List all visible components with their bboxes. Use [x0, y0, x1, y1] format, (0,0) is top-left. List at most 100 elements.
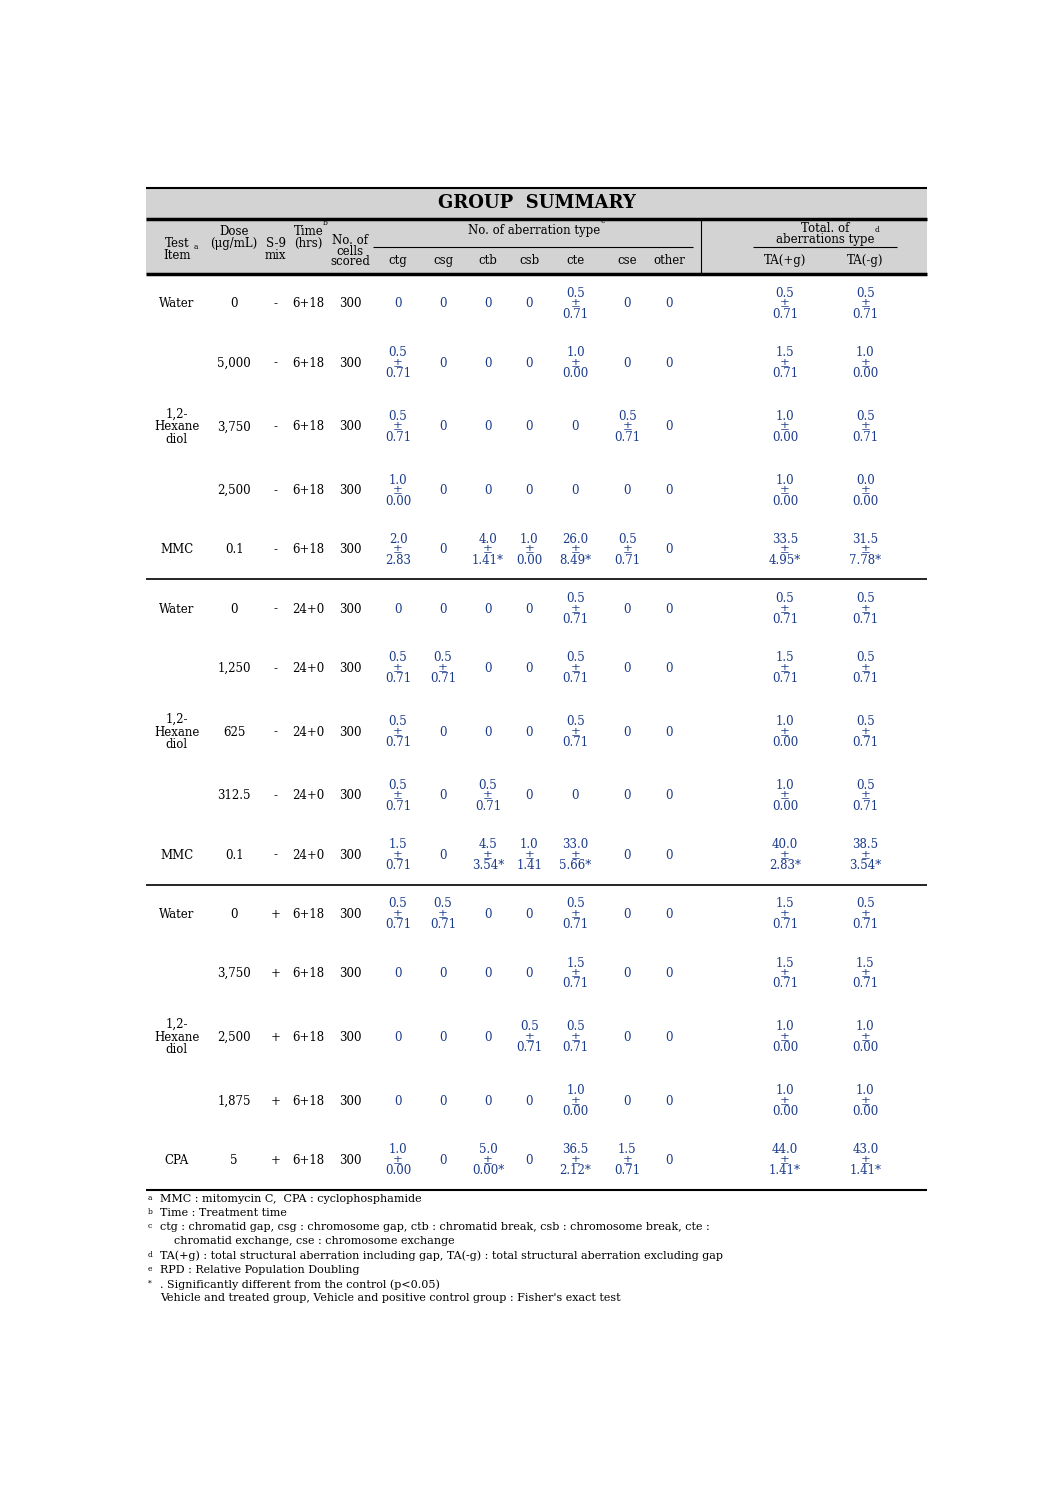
- Text: Hexane: Hexane: [154, 726, 200, 738]
- Text: 3.54*: 3.54*: [471, 858, 504, 872]
- Text: 0: 0: [394, 1094, 401, 1108]
- Text: ±: ±: [781, 1154, 790, 1166]
- Text: 0.5: 0.5: [389, 779, 408, 792]
- Text: +: +: [271, 1094, 280, 1108]
- Text: 4.0: 4.0: [479, 534, 497, 546]
- Text: 0.71: 0.71: [385, 800, 411, 813]
- Text: ±: ±: [781, 908, 790, 921]
- Text: 0: 0: [484, 908, 491, 921]
- Text: 0: 0: [572, 789, 579, 803]
- Text: ±: ±: [571, 726, 580, 738]
- Text: ±: ±: [393, 661, 403, 675]
- Text: ±: ±: [860, 1094, 870, 1108]
- Text: 0: 0: [624, 356, 631, 370]
- Text: ±: ±: [781, 1094, 790, 1108]
- Text: -: -: [274, 544, 278, 556]
- Text: ±: ±: [781, 789, 790, 803]
- Text: 1.5: 1.5: [856, 956, 875, 969]
- Text: ±: ±: [860, 908, 870, 921]
- Text: 0: 0: [526, 603, 533, 616]
- Text: ±: ±: [781, 356, 790, 370]
- Text: cse: cse: [618, 254, 637, 268]
- Text: 0: 0: [394, 603, 401, 616]
- Text: b: b: [147, 1208, 153, 1216]
- Text: 0: 0: [484, 1094, 491, 1108]
- Text: 0.5: 0.5: [856, 287, 875, 301]
- Text: 0.5: 0.5: [520, 1021, 539, 1034]
- Text: 0.00: 0.00: [853, 1105, 879, 1118]
- Text: 0.00: 0.00: [516, 553, 542, 567]
- Text: ±: ±: [860, 1031, 870, 1043]
- Text: 2.83: 2.83: [385, 553, 411, 567]
- Text: 0: 0: [484, 298, 491, 311]
- Text: 6+18: 6+18: [293, 1154, 325, 1166]
- Text: 24+0: 24+0: [293, 603, 325, 616]
- Text: 1.5: 1.5: [775, 346, 794, 359]
- Text: 0: 0: [526, 298, 533, 311]
- Text: 43.0: 43.0: [853, 1144, 879, 1156]
- Text: 0: 0: [484, 421, 491, 433]
- Text: 0.5: 0.5: [389, 897, 408, 911]
- Text: 0.71: 0.71: [385, 367, 411, 380]
- Text: 5: 5: [230, 1154, 238, 1166]
- Bar: [146, 219, 927, 275]
- Text: ±: ±: [781, 544, 790, 556]
- Text: 0.71: 0.71: [772, 977, 798, 990]
- Text: Total. of: Total. of: [802, 221, 850, 234]
- Text: 24+0: 24+0: [293, 849, 325, 861]
- Text: 0: 0: [624, 726, 631, 738]
- Text: 625: 625: [223, 726, 246, 738]
- Text: ±: ±: [483, 849, 493, 861]
- Text: ±: ±: [781, 661, 790, 675]
- Text: 0: 0: [666, 484, 673, 497]
- Text: 0: 0: [624, 1031, 631, 1043]
- Text: 0.00: 0.00: [772, 494, 798, 508]
- Text: 0.71: 0.71: [385, 672, 411, 685]
- Text: 40.0: 40.0: [772, 839, 798, 851]
- Text: 0.71: 0.71: [385, 858, 411, 872]
- Text: 300: 300: [339, 661, 362, 675]
- Text: 33.5: 33.5: [772, 534, 798, 546]
- Bar: [146, 188, 927, 219]
- Text: ±: ±: [781, 484, 790, 497]
- Text: ±: ±: [781, 1031, 790, 1043]
- Text: 3.54*: 3.54*: [850, 858, 881, 872]
- Text: 1.5: 1.5: [775, 897, 794, 911]
- Text: 0.00: 0.00: [385, 494, 411, 508]
- Text: 24+0: 24+0: [293, 789, 325, 803]
- Text: 0.5: 0.5: [856, 779, 875, 792]
- Text: (μg/mL): (μg/mL): [210, 237, 258, 249]
- Text: ±: ±: [571, 1031, 580, 1043]
- Text: 0: 0: [666, 726, 673, 738]
- Text: Item: Item: [163, 249, 190, 263]
- Text: 0.5: 0.5: [856, 897, 875, 911]
- Text: TA(-g): TA(-g): [847, 254, 884, 268]
- Text: a: a: [147, 1193, 153, 1202]
- Text: ±: ±: [393, 484, 403, 497]
- Text: -: -: [274, 726, 278, 738]
- Text: 300: 300: [339, 789, 362, 803]
- Text: -: -: [274, 789, 278, 803]
- Text: 300: 300: [339, 421, 362, 433]
- Text: ±: ±: [623, 1154, 632, 1166]
- Text: 0: 0: [439, 789, 446, 803]
- Text: 31.5: 31.5: [853, 534, 879, 546]
- Text: ctg : chromatid gap, csg : chromosome gap, ctb : chromatid break, csb : chromoso: ctg : chromatid gap, csg : chromosome ga…: [160, 1222, 710, 1232]
- Text: 0.71: 0.71: [385, 736, 411, 748]
- Text: 1.5: 1.5: [389, 839, 408, 851]
- Text: 0: 0: [394, 966, 401, 980]
- Text: 0.00: 0.00: [772, 800, 798, 813]
- Text: ±: ±: [571, 298, 580, 311]
- Text: 0: 0: [666, 908, 673, 921]
- Text: ±: ±: [623, 421, 632, 433]
- Text: 6+18: 6+18: [293, 484, 325, 497]
- Text: ±: ±: [623, 544, 632, 556]
- Text: ±: ±: [571, 661, 580, 675]
- Text: 0.1: 0.1: [225, 849, 243, 861]
- Text: 0: 0: [484, 603, 491, 616]
- Text: 0: 0: [439, 1031, 446, 1043]
- Text: 1.41: 1.41: [516, 858, 542, 872]
- Text: 0.71: 0.71: [562, 613, 588, 625]
- Text: 2.12*: 2.12*: [559, 1165, 591, 1177]
- Text: 0: 0: [624, 603, 631, 616]
